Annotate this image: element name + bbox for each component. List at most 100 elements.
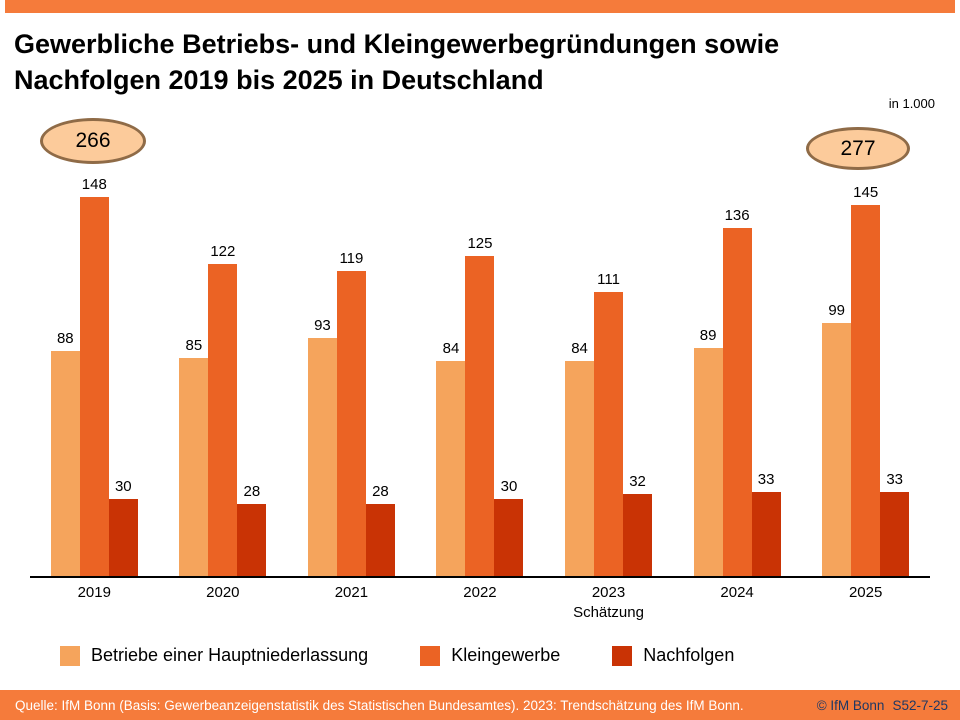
bar: [237, 504, 267, 576]
legend-item-hauptniederlassung: Betriebe einer Hauptniederlassung: [60, 645, 368, 666]
bar: [751, 492, 781, 576]
bar-column: 32: [623, 473, 653, 576]
bar-column: 111: [594, 271, 624, 576]
bar: [822, 323, 852, 576]
bar: [50, 351, 80, 576]
x-axis-sublabel: Schätzung: [573, 604, 644, 621]
x-axis-label-cell: 2025: [802, 584, 930, 621]
bar-group-2024: 89 136 33: [693, 207, 781, 576]
page-title-line2: Nachfolgen 2019 bis 2025 in Deutschland: [14, 65, 544, 95]
bar: [851, 205, 881, 576]
bar: [494, 499, 524, 576]
legend-label-hauptniederlassung: Betriebe einer Hauptniederlassung: [91, 645, 369, 665]
bar-group-2022: 84 125 30: [436, 235, 524, 576]
bar: [208, 264, 238, 576]
bar: [594, 292, 624, 576]
copyright-text: © IfM Bonn: [816, 697, 885, 713]
bar-value-label: 145: [853, 184, 879, 201]
bar-value-label: 30: [500, 478, 518, 495]
bar-value-label: 33: [886, 471, 903, 488]
legend-item-nachfolgen: Nachfolgen: [612, 645, 734, 666]
legend-swatch-kleingewerbe: [420, 645, 441, 666]
bar-column: 122: [208, 243, 238, 576]
bar: [79, 197, 109, 576]
total-badge-2019: 266: [40, 118, 146, 164]
total-badge-2019-value: 266: [75, 129, 111, 152]
bar-column: 136: [722, 207, 752, 576]
x-axis-label-cell: 2023 Schätzung: [545, 584, 673, 621]
bar: [722, 228, 752, 576]
bar-value-label: 84: [571, 340, 588, 357]
bar-column: 93: [307, 317, 337, 576]
bar-value-label: 28: [243, 483, 261, 500]
bar-value-label: 33: [757, 471, 775, 488]
bar-value-label: 88: [56, 330, 74, 347]
bar-column: 33: [880, 471, 910, 576]
x-axis-year-label: 2021: [334, 584, 369, 601]
bar: [336, 271, 366, 576]
bar-value-label: 148: [81, 176, 107, 193]
chart-legend: Betriebe einer Hauptniederlassung Kleing…: [60, 645, 940, 666]
bar-column: 145: [851, 184, 881, 576]
bar-value-label: 28: [372, 483, 389, 500]
bar-column: 84: [436, 340, 466, 576]
bar-column: 88: [50, 330, 80, 576]
bar-groups: 88 148 30 85 122 28 93 119 28 84 125 30 84 111 32 89 136…: [30, 170, 930, 578]
bar-column: 30: [108, 478, 138, 576]
bar-value-label: 99: [828, 302, 845, 319]
slide-code: S52-7-25: [892, 697, 948, 713]
bar-column: 28: [365, 483, 395, 576]
copyright-note: © IfM Bonn S52-7-25: [817, 698, 948, 713]
x-axis-label-cell: 2020: [159, 584, 287, 621]
bar-value-label: 85: [185, 337, 203, 354]
bar-value-label: 93: [314, 317, 331, 334]
legend-label-kleingewerbe: Kleingewerbe: [451, 645, 561, 665]
x-axis-year-label: 2025: [848, 584, 883, 601]
bar: [307, 338, 337, 576]
bar: [365, 504, 395, 576]
footer-bar: Quelle: IfM Bonn (Basis: Gewerbeanzeigen…: [0, 690, 960, 720]
page-title: Gewerbliche Betriebs- und Kleingewerbegr…: [14, 26, 934, 98]
bar-value-label: 111: [597, 271, 620, 288]
bar: [880, 492, 910, 576]
x-axis-label-cell: 2021: [287, 584, 415, 621]
bar-column: 30: [494, 478, 524, 576]
bar-value-label: 122: [210, 243, 236, 260]
legend-label-nachfolgen: Nachfolgen: [643, 645, 735, 665]
bar-value-label: 89: [699, 327, 717, 344]
bar: [623, 494, 653, 576]
source-note: Quelle: IfM Bonn (Basis: Gewerbeanzeigen…: [15, 697, 744, 713]
bar-column: 28: [237, 483, 267, 576]
bar-value-label: 84: [442, 340, 460, 357]
bar-group-2020: 85 122 28: [179, 243, 267, 576]
bar-column: 119: [336, 250, 366, 576]
bar-group-2023: 84 111 32: [565, 271, 653, 576]
bar: [436, 361, 466, 576]
total-badge-2025-value: 277: [840, 136, 876, 160]
total-badge-2025: 277: [806, 127, 910, 170]
bar-value-label: 30: [114, 478, 132, 495]
bar-column: 33: [751, 471, 781, 576]
x-axis-labels: 2019 2020 2021 2022 2023 Schätzung 2024 2025: [30, 584, 930, 621]
x-axis-year-label: 2023: [591, 584, 626, 601]
legend-swatch-hauptniederlassung: [60, 645, 80, 666]
bar-column: 99: [822, 302, 852, 576]
bar: [693, 348, 723, 576]
x-axis-year-label: 2024: [720, 584, 754, 601]
legend-swatch-nachfolgen: [612, 645, 633, 666]
bar-column: 125: [465, 235, 495, 576]
bar: [179, 358, 209, 576]
bar-value-label: 136: [724, 207, 750, 224]
bar-value-label: 125: [467, 235, 493, 252]
bar: [108, 499, 138, 576]
bar-group-2019: 88 148 30: [50, 176, 138, 576]
bar: [565, 361, 595, 576]
bar-column: 148: [79, 176, 109, 576]
bar: [465, 256, 495, 576]
bar-group-2021: 93 119 28: [307, 250, 395, 576]
x-axis-label-cell: 2019: [30, 584, 158, 621]
x-axis-label-cell: 2022: [416, 584, 544, 621]
x-axis-year-label: 2020: [206, 584, 240, 601]
bar-column: 89: [693, 327, 723, 576]
